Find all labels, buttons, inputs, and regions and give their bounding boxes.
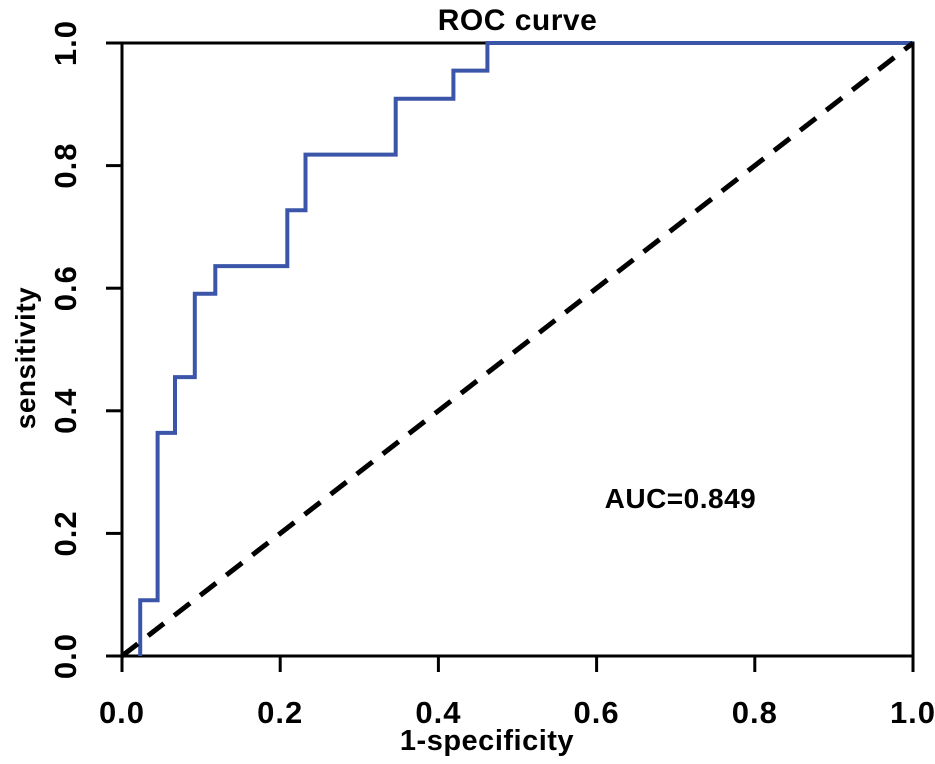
x-tick-label: 1.0: [890, 695, 935, 730]
x-tick-label: 0.2: [257, 695, 303, 730]
y-tick-label: 0.6: [48, 265, 83, 311]
x-axis-label: 1-specificity: [399, 725, 575, 757]
roc-step-curve: [138, 41, 913, 656]
y-tick-label: 0.0: [48, 633, 83, 679]
y-tick-label: 0.8: [48, 143, 83, 189]
chance-diagonal: [120, 41, 915, 658]
chart-title: ROC curve: [437, 4, 598, 37]
x-tick-label: 0.6: [574, 695, 620, 730]
y-tick-label: 1.0: [48, 20, 83, 66]
y-axis-label: sensitivity: [10, 286, 41, 430]
x-tick-label: 0.8: [732, 695, 778, 730]
y-tick-label: 0.4: [48, 388, 83, 434]
x-tick-label: 0.4: [415, 695, 461, 730]
auc-annotation: AUC=0.849: [604, 483, 757, 515]
y-tick-label: 0.2: [48, 510, 83, 556]
x-tick-label: 0.0: [99, 695, 145, 730]
